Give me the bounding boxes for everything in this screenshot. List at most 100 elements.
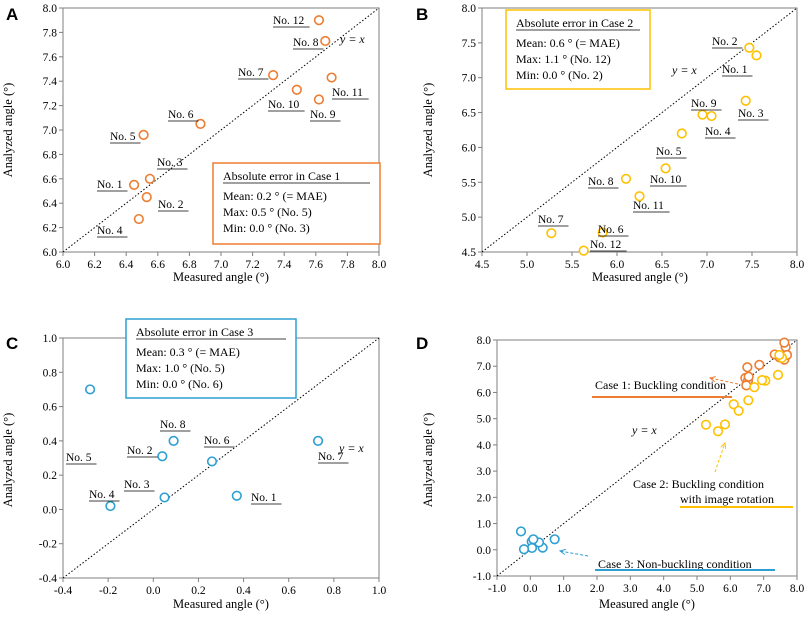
y-tick-label: 5.5 <box>462 177 477 189</box>
data-point <box>697 109 708 120</box>
x-tick-label: 6.0 <box>723 583 738 595</box>
data-point <box>141 192 152 203</box>
y-tick-label: 1.0 <box>43 333 58 345</box>
data-point <box>515 526 527 537</box>
data-point <box>133 213 144 225</box>
x-tick-label: 0.4 <box>236 585 251 597</box>
y-tick-label: 0.6 <box>43 402 58 414</box>
data-point <box>195 118 206 129</box>
x-tick-label: -0.4 <box>54 585 72 597</box>
y-tick-label: 6.0 <box>477 387 492 399</box>
x-tick-label: 7.0 <box>756 583 771 595</box>
point-label: No. 3 <box>124 479 150 491</box>
data-point <box>779 337 790 348</box>
x-tick-label: -0.2 <box>99 585 117 597</box>
x-tick-label: 2.0 <box>590 583 605 595</box>
data-point <box>719 419 731 430</box>
x-tick-label: 3.0 <box>623 583 638 595</box>
point-label: No. 2 <box>712 36 738 48</box>
y-tick-label: -0.4 <box>39 573 57 585</box>
y-tick-label: 8.0 <box>462 3 477 15</box>
data-point <box>518 544 530 555</box>
x-tick-label: 0.8 <box>327 585 342 597</box>
x-tick-label: 1.0 <box>556 583 571 595</box>
point-label: No. 9 <box>691 98 717 110</box>
point-label: No. 7 <box>318 451 344 463</box>
identity-label: y = x <box>339 32 365 46</box>
point-label: No. 6 <box>598 224 624 236</box>
data-point <box>743 395 754 406</box>
data-point <box>742 362 753 373</box>
data-point <box>733 405 744 416</box>
point-label: No. 2 <box>127 445 153 457</box>
x-tick-label: 5.0 <box>690 583 705 595</box>
error-box <box>212 162 381 245</box>
x-axis-title: Measured angle (°) <box>173 597 269 611</box>
panel-letter: D <box>416 334 428 353</box>
x-tick-label: 7.2 <box>245 259 260 271</box>
x-tick-label: 4.0 <box>656 583 671 595</box>
data-point <box>728 399 739 410</box>
point-label: No. 10 <box>650 174 682 186</box>
y-tick-label: 7.2 <box>43 101 58 113</box>
data-point <box>741 380 752 391</box>
y-tick-label: 7.0 <box>462 73 477 85</box>
y-axis-title: Analyzed angle (°) <box>421 83 435 178</box>
x-tick-label: 0.0 <box>146 585 161 597</box>
data-point <box>700 419 712 430</box>
x-tick-label: 0.2 <box>191 585 206 597</box>
error-box-line: Min: 0.0 ° (No. 2) <box>516 68 603 82</box>
x-tick-label: 7.0 <box>700 259 715 271</box>
annotation-text: Case 2: Buckling condition <box>633 477 764 491</box>
panel-b: By = x 4.5 5.0 5.5 6.0 6.5 7.0 7.5 8.0 4.5 5.0 5.5 6… <box>416 3 804 284</box>
y-tick-label: 7.4 <box>43 76 58 88</box>
annotation-arrow <box>714 442 726 473</box>
y-tick-label: 7.6 <box>43 52 58 64</box>
data-point <box>620 173 632 184</box>
x-tick-label: 7.4 <box>277 259 292 271</box>
x-axis-title: Measured angle (°) <box>592 270 688 284</box>
y-axis-title: Analyzed angle (°) <box>1 413 15 508</box>
point-label: No. 5 <box>110 131 136 143</box>
data-point <box>676 128 687 139</box>
data-point <box>774 349 785 361</box>
annotation-text: Case 3: Non-buckling condition <box>598 557 752 571</box>
data-point <box>313 94 325 105</box>
point-label: No. 4 <box>89 489 115 501</box>
y-tick-label: 6.6 <box>43 174 58 186</box>
identity-label: y = x <box>671 63 697 77</box>
data-point <box>291 84 302 95</box>
data-point <box>144 173 155 184</box>
identity-line <box>62 7 380 253</box>
error-box-title: Absolute error in Case 3 <box>136 325 253 339</box>
data-point <box>749 382 760 393</box>
data-point <box>751 50 762 61</box>
panel-letter: B <box>416 5 428 24</box>
data-point <box>744 42 755 53</box>
data-point <box>754 359 765 371</box>
point-label: No. 4 <box>705 126 731 138</box>
y-tick-label: 6.8 <box>43 149 58 161</box>
annotation-text: Case 1: Buckling condition <box>595 378 726 392</box>
y-tick-label: 0.0 <box>43 504 58 516</box>
y-tick-label: 6.5 <box>462 108 477 120</box>
data-point <box>105 500 116 512</box>
x-tick-label: 8.0 <box>790 583 805 595</box>
y-tick-label: 7.5 <box>462 38 477 50</box>
annotation-arrowhead <box>708 376 716 383</box>
data-point <box>159 492 170 503</box>
y-tick-label: 0.8 <box>43 367 58 379</box>
y-tick-label: 4.5 <box>462 247 477 259</box>
x-tick-label: 1.0 <box>372 585 387 597</box>
y-tick-label: 7.8 <box>43 27 58 39</box>
error-box-line: Max: 1.1 ° (No. 12) <box>516 52 611 66</box>
error-box-line: Mean: 0.6 ° (= MAE) <box>516 36 620 50</box>
y-tick-label: -1.0 <box>473 571 491 583</box>
y-tick-label: 1.0 <box>477 519 492 531</box>
x-tick-label: 0.0 <box>523 583 538 595</box>
error-box-line: Mean: 0.3 ° (= MAE) <box>136 345 240 359</box>
x-tick-label: 6.0 <box>56 259 71 271</box>
panel-letter: C <box>6 334 18 353</box>
point-label: No. 3 <box>157 157 183 169</box>
y-tick-label: 5.0 <box>462 212 477 224</box>
